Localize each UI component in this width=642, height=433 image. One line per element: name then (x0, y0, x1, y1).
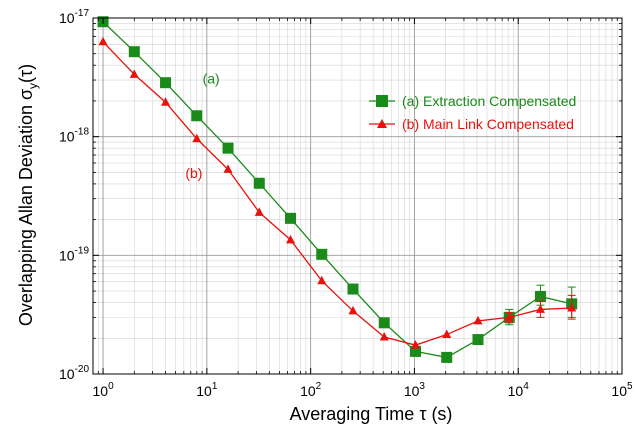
legend-entry-a: (a) Extraction Compensated (369, 93, 576, 109)
axis-ticks (92, 17, 623, 375)
data-point-triangle (254, 207, 264, 216)
tick-labels: 100 101 102 103 104 105 10-20 10-19 10-18 10-17 (59, 8, 633, 399)
data-point-triangle (442, 329, 452, 339)
data-point-triangle (348, 305, 358, 315)
x-tick-label: 100 (92, 381, 114, 399)
y-tick-label: 10-17 (59, 8, 89, 26)
data-point-triangle (161, 97, 171, 106)
x-tick-label: 103 (404, 381, 426, 399)
series-layer (97, 16, 578, 363)
legend-entry-b: (b) Main Link Compensated (369, 116, 574, 132)
data-point-triangle (379, 332, 389, 341)
x-tick-label: 101 (196, 381, 218, 399)
y-tick-label: 10-19 (59, 245, 89, 263)
data-point-triangle (410, 340, 420, 349)
data-point-triangle (317, 275, 327, 285)
series-line (102, 41, 572, 346)
data-point-square (409, 345, 421, 357)
data-point-square (253, 177, 265, 189)
data-point-square (378, 317, 390, 329)
legend-label-a: (a) Extraction Compensated (402, 93, 576, 109)
data-point-square (160, 77, 172, 89)
legend-label-b: (b) Main Link Compensated (402, 116, 574, 132)
x-tick-label: 105 (611, 381, 633, 399)
data-point-triangle (223, 164, 233, 173)
series-b (98, 36, 577, 349)
x-axis-title: Averaging Time τ (s) (290, 404, 453, 424)
plot-frame (92, 17, 623, 375)
data-point-square (472, 334, 484, 346)
data-point-triangle (535, 304, 545, 313)
data-point-triangle (286, 234, 296, 244)
annotation-label: (a) (203, 71, 220, 87)
y-tick-label: 10-18 (59, 127, 89, 145)
legend: (a) Extraction Compensated (b) Main Link… (369, 93, 576, 132)
x-tick-label: 104 (508, 381, 530, 399)
data-point-square (441, 351, 453, 363)
data-point-square (222, 142, 234, 154)
data-point-triangle (129, 69, 139, 78)
data-point-square (534, 290, 546, 302)
data-point-square (285, 212, 297, 224)
data-point-square (191, 110, 203, 122)
annotation-label: (b) (185, 165, 202, 181)
x-tick-label: 102 (300, 381, 322, 399)
data-point-triangle (98, 36, 108, 46)
legend-marker-triangle (377, 119, 387, 128)
series-line (102, 21, 572, 359)
y-tick-label: 10-20 (59, 364, 89, 382)
data-point-square (128, 46, 140, 58)
annotations: (a) (b) (185, 71, 219, 181)
legend-marker-square (376, 95, 388, 107)
y-axis-title: Overlapping Allan Deviation σy(τ) (16, 64, 40, 326)
data-point-triangle (192, 133, 202, 143)
data-point-triangle (504, 312, 514, 321)
data-point-triangle (567, 302, 577, 312)
data-point-triangle (473, 315, 483, 325)
data-point-square (316, 248, 328, 260)
data-point-square (347, 283, 359, 295)
